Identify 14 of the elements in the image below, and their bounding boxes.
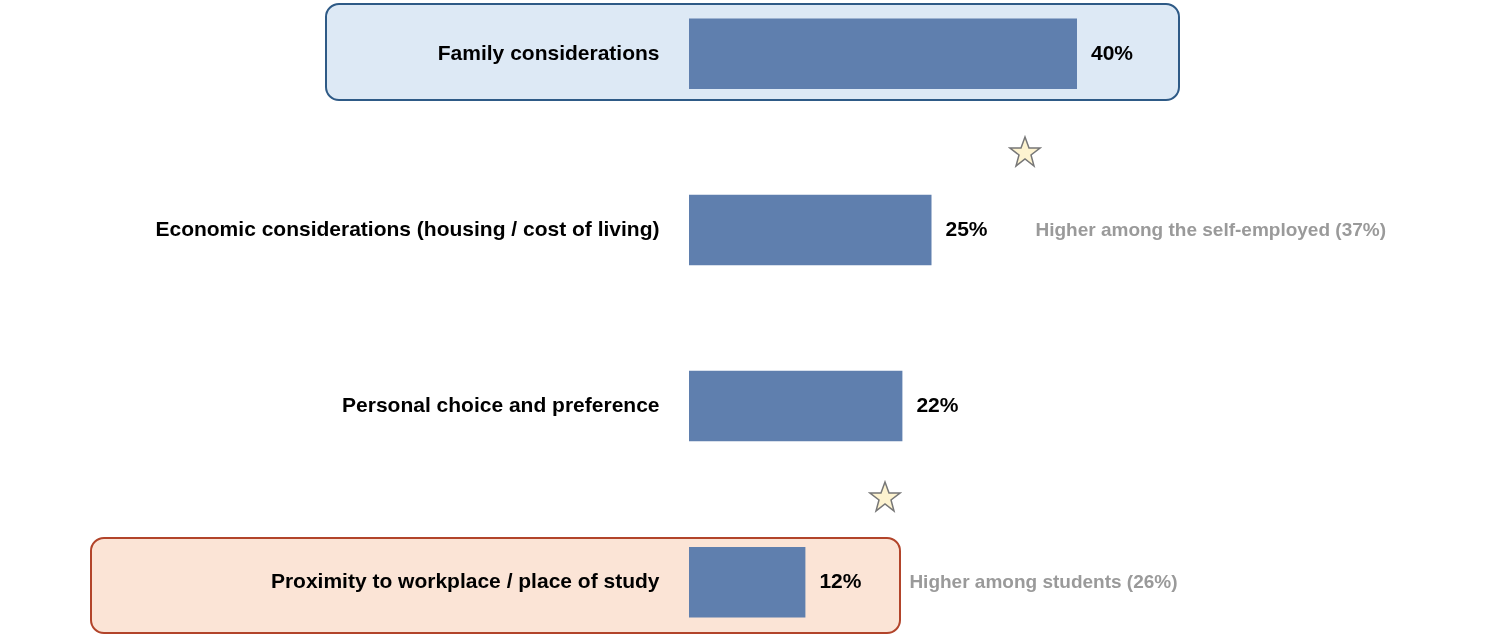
annotation: Higher among the self-employed (37%) (1035, 218, 1387, 240)
y-tick-label: Economic considerations (housing / cost of living) (155, 216, 660, 240)
y-tick-label: Personal choice and preference (342, 393, 660, 417)
bar (689, 546, 806, 618)
data-label: 25% (945, 216, 988, 240)
bar (689, 194, 932, 266)
y-tick-label: Proximity to workplace / place of study (270, 569, 660, 593)
annotation: Higher among students (26%) (909, 571, 1178, 593)
bar (689, 370, 903, 442)
data-label: 22% (916, 393, 959, 417)
bar (689, 18, 1077, 90)
data-label: 12% (819, 569, 862, 593)
y-tick-label: Family considerations (437, 40, 660, 64)
data-label: 40% (1091, 40, 1134, 64)
